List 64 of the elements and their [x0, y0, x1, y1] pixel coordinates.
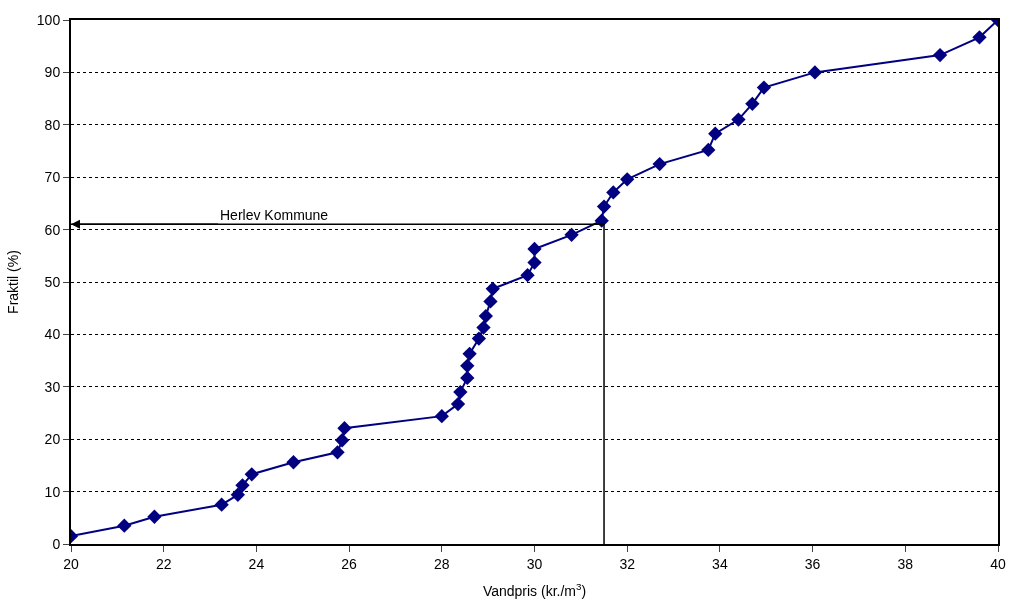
point	[476, 320, 491, 335]
point	[708, 126, 723, 141]
point	[731, 112, 746, 127]
x-tick-label: 26	[341, 555, 358, 572]
x-tick-label: 38	[897, 555, 914, 572]
point	[527, 255, 542, 270]
y-tick-label: 60	[44, 221, 61, 238]
point	[520, 268, 535, 283]
point	[117, 518, 132, 533]
y-tick-label: 70	[44, 169, 61, 186]
x-tick-label: 28	[434, 555, 450, 572]
x-tick-label: 20	[63, 555, 79, 572]
point	[453, 384, 468, 400]
y-tick-label: 80	[44, 116, 61, 133]
point	[594, 213, 609, 228]
point	[620, 172, 635, 187]
point	[434, 408, 449, 424]
point	[807, 65, 823, 80]
y-axis-title: Fraktil (%)	[4, 250, 21, 314]
x-tick-label: 32	[619, 555, 636, 572]
point	[756, 80, 772, 95]
point	[478, 308, 493, 324]
point	[330, 445, 345, 460]
point	[147, 509, 162, 524]
y-tick-label: 20	[44, 431, 61, 448]
y-tick-label: 10	[44, 483, 61, 500]
y-tick-label: 40	[44, 326, 61, 343]
point	[652, 156, 667, 172]
point	[932, 47, 948, 63]
point	[460, 358, 475, 373]
point	[335, 433, 350, 448]
point	[450, 396, 466, 412]
y-tick-label: 30	[44, 378, 61, 395]
point	[460, 370, 475, 386]
x-tick-label: 22	[155, 555, 172, 572]
point	[286, 455, 301, 470]
point	[564, 227, 579, 242]
point	[485, 281, 500, 296]
point	[230, 487, 246, 502]
point	[972, 30, 987, 45]
point	[214, 497, 229, 512]
line-series	[71, 20, 998, 544]
x-tick-label: 34	[712, 555, 728, 572]
point	[527, 241, 542, 257]
x-tick-label: 36	[804, 555, 821, 572]
y-tick-label: 100	[36, 11, 61, 28]
point	[244, 467, 259, 482]
ref-line-label: Herlev Kommune	[220, 207, 329, 223]
x-tick-label: 40	[990, 555, 1006, 572]
point	[701, 142, 716, 158]
point	[235, 478, 250, 493]
x-tick-label: 24	[248, 555, 265, 572]
x-axis-title: Vandpris (kr./m$^{3}$)	[482, 580, 587, 599]
y-tick-label: 0	[52, 535, 61, 552]
point	[483, 294, 498, 309]
y-tick-label: 50	[44, 273, 61, 290]
point	[471, 331, 487, 346]
point	[596, 199, 612, 214]
x-tick-label: 30	[526, 555, 543, 572]
y-tick-label: 90	[44, 64, 61, 81]
point	[462, 346, 477, 361]
point	[606, 185, 621, 200]
point	[337, 421, 352, 436]
point	[745, 96, 760, 111]
